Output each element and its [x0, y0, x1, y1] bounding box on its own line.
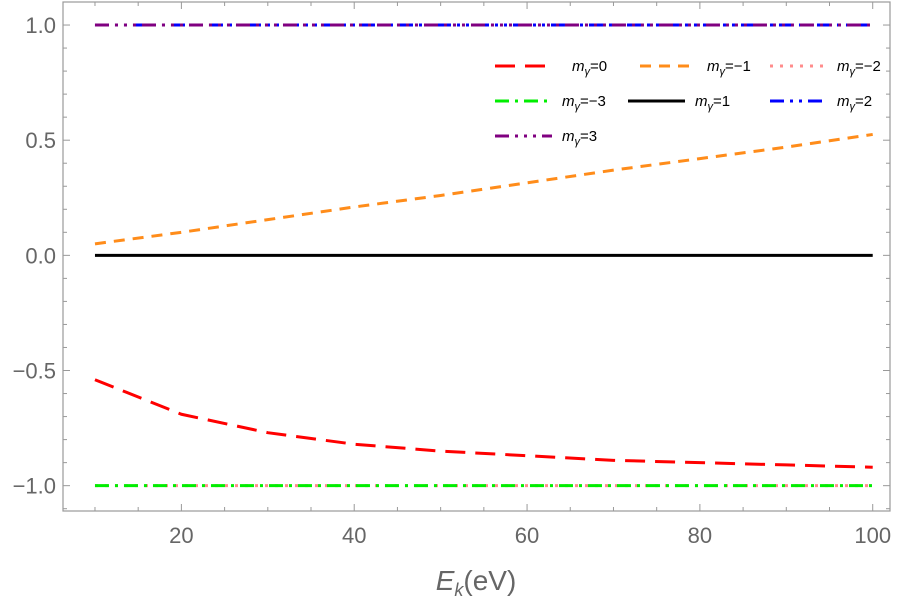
legend-label: mγ=2 — [837, 93, 872, 113]
y-tick-label: −1.0 — [13, 474, 56, 499]
legend-label: mγ=−3 — [562, 93, 606, 113]
series-line-mgamma-0 — [94, 378, 873, 469]
legend: mγ=0 mγ=−1 mγ=−2 mγ=−3 mγ=1 mγ=2 mγ=3 — [495, 58, 881, 148]
y-tick-label: 0.5 — [25, 128, 56, 153]
x-axis-label-sub: k — [454, 580, 464, 598]
x-tick-label: 60 — [515, 523, 539, 548]
plot-frame — [62, 1, 891, 512]
y-tick-label: 0.0 — [25, 243, 56, 268]
y-tick-label: 1.0 — [25, 13, 56, 38]
legend-label: mγ=0 — [572, 58, 607, 78]
x-axis-label: Ek(eV) — [436, 565, 517, 598]
y-tick-label: −0.5 — [13, 359, 56, 384]
x-tick-label: 100 — [854, 523, 891, 548]
x-tick-label: 80 — [688, 523, 712, 548]
legend-label: mγ=−2 — [837, 58, 881, 78]
legend-label: mγ=3 — [562, 128, 597, 148]
legend-label: mγ=1 — [695, 93, 730, 113]
legend-label: mγ=−1 — [707, 58, 751, 78]
series-line-mgamma-minus1 — [94, 132, 873, 246]
x-tick-label: 20 — [169, 523, 193, 548]
x-tick-label: 40 — [342, 523, 366, 548]
x-axis-label-unit: (eV) — [463, 565, 516, 596]
x-axis-label-main: E — [436, 565, 455, 596]
